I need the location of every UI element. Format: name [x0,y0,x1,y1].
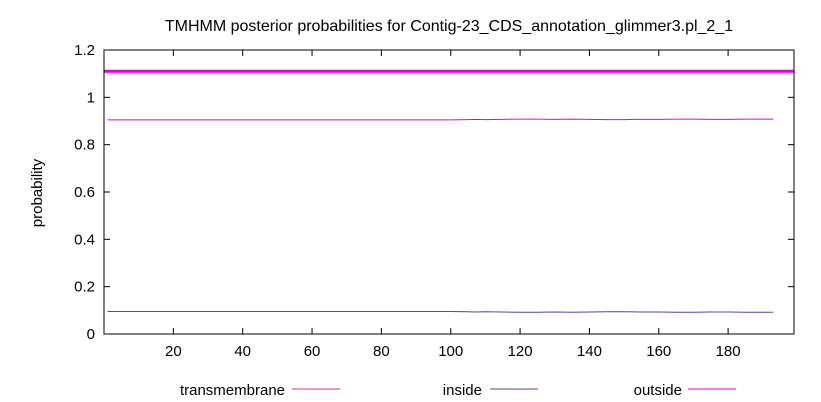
legend-label-inside: inside [443,382,482,399]
x-tick-label: 20 [165,343,182,360]
y-tick-label: 0.2 [74,279,95,296]
legend: transmembrane inside outside [180,382,736,399]
y-axis-label: probability [29,158,46,227]
x-tick-label: 160 [646,343,671,360]
series-layer [104,69,794,335]
y-tick-label: 0.8 [74,137,95,154]
series-line-inside [107,311,774,313]
y-tick-label: 0.4 [74,231,95,248]
axis-ticks: 20 40 60 80 100 120 140 160 180 0 0.2 0.4 0.6 0.8 1 1.2 [74,42,794,360]
y-tick-label: 0 [87,326,95,343]
plot-frame [103,49,795,335]
y-tick-label: 1 [87,89,95,106]
x-tick-label: 140 [577,343,602,360]
chart-title: TMHMM posterior probabilities for Contig… [165,18,733,35]
x-tick-label: 180 [716,343,741,360]
x-tick-label: 60 [304,343,321,360]
x-tick-label: 40 [234,343,251,360]
y-tick-label: 0.6 [74,184,95,201]
x-tick-label: 80 [373,343,390,360]
legend-label-outside: outside [634,382,682,399]
x-tick-label: 120 [508,343,533,360]
series-line-outside [107,118,774,121]
x-tick-label: 100 [438,343,463,360]
y-tick-label: 1.2 [74,42,95,59]
legend-label-transmembrane: transmembrane [180,382,285,399]
